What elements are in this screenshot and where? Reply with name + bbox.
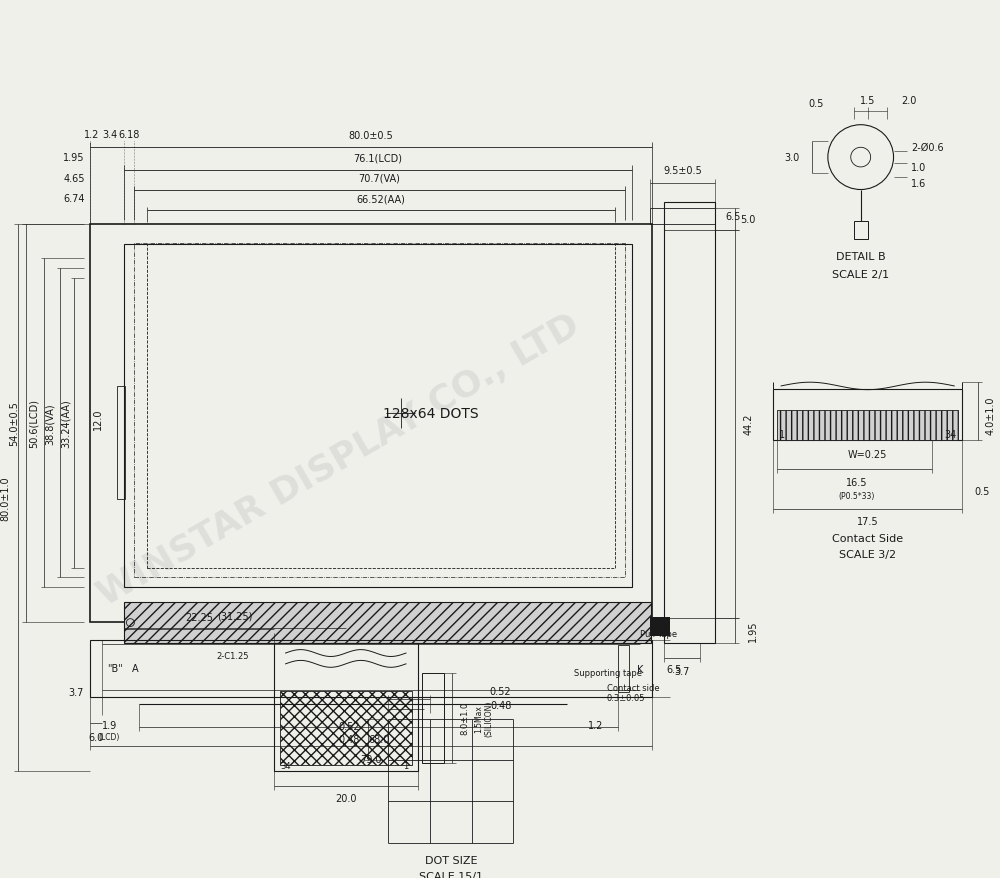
Text: DOT SIZE: DOT SIZE (425, 855, 477, 866)
Text: (P0.5*33): (P0.5*33) (838, 492, 875, 500)
Text: 80.0±0.5: 80.0±0.5 (348, 130, 393, 140)
Text: 2-Ø0.6: 2-Ø0.6 (911, 143, 944, 153)
Text: 3.7: 3.7 (674, 666, 689, 676)
Text: 0.48: 0.48 (339, 735, 360, 745)
Text: 1.0: 1.0 (911, 162, 927, 173)
Text: 20.0: 20.0 (335, 794, 357, 803)
Bar (90, 225, 652, 622)
Text: 0.52: 0.52 (339, 721, 360, 730)
Text: 80.0±1.0: 80.0±1.0 (0, 476, 10, 520)
Text: A: A (132, 663, 139, 673)
Text: 3.4: 3.4 (102, 129, 117, 140)
Text: 1.5Max
(SILICON): 1.5Max (SILICON) (474, 700, 493, 737)
Text: 70.7(VA): 70.7(VA) (359, 174, 401, 184)
Text: 17.5: 17.5 (857, 517, 878, 527)
Text: Contact Side: Contact Side (832, 534, 903, 543)
Bar (124, 244, 632, 587)
Text: 3.0: 3.0 (785, 153, 800, 163)
Text: WINSTAR DISPLAY CO., LTD: WINSTAR DISPLAY CO., LTD (92, 308, 585, 612)
Text: 38.8(VA): 38.8(VA) (45, 402, 55, 444)
Text: 1.95: 1.95 (63, 153, 85, 163)
Text: 12.0: 12.0 (93, 407, 103, 429)
Text: 33.24(AA): 33.24(AA) (61, 399, 71, 448)
Text: 1.2: 1.2 (588, 720, 604, 730)
Text: 6.18: 6.18 (119, 129, 140, 140)
Text: 6.0: 6.0 (88, 731, 103, 742)
Text: K: K (637, 664, 643, 674)
Text: 1.2: 1.2 (84, 129, 99, 140)
Text: 0.48: 0.48 (490, 701, 511, 710)
Text: 1.9: 1.9 (102, 720, 117, 730)
Text: 2.0: 2.0 (901, 96, 916, 106)
Text: W=0.25: W=0.25 (848, 450, 887, 459)
Text: Contact side
0.3±0.05: Contact side 0.3±0.05 (607, 683, 660, 702)
Text: 54.0±0.5: 54.0±0.5 (9, 401, 19, 446)
Bar (422, 673, 444, 763)
Text: 34: 34 (944, 429, 956, 440)
Bar (854, 221, 868, 240)
Text: 128x64 DOTS: 128x64 DOTS (383, 407, 478, 421)
Text: 76.1(LCD): 76.1(LCD) (354, 153, 403, 163)
Text: 4.65: 4.65 (63, 174, 85, 184)
Text: 3.7: 3.7 (68, 687, 84, 697)
Text: DETAIL B: DETAIL B (836, 252, 886, 262)
Text: 50.6(LCD): 50.6(LCD) (29, 399, 39, 448)
Text: 16.5: 16.5 (846, 478, 867, 487)
Text: SCALE 15/1: SCALE 15/1 (419, 871, 483, 878)
Text: (31.25): (31.25) (217, 611, 253, 621)
Text: "B": "B" (108, 663, 123, 673)
Bar (777, 411, 958, 441)
Text: 2-C1.25: 2-C1.25 (216, 651, 249, 659)
Text: (LCD): (LCD) (99, 732, 120, 741)
Text: 1: 1 (403, 761, 408, 771)
Text: Supporting tape: Supporting tape (574, 668, 642, 678)
Bar (117, 386, 125, 500)
Text: 6.5: 6.5 (666, 664, 681, 674)
Bar (664, 203, 715, 644)
Text: 0.5: 0.5 (808, 99, 824, 109)
Text: Pull Tape: Pull Tape (640, 630, 677, 638)
Text: 68.0: 68.0 (368, 735, 389, 745)
Bar (134, 243, 625, 578)
Text: 22.25: 22.25 (185, 612, 213, 622)
Text: 8.0±1.0: 8.0±1.0 (460, 702, 469, 735)
Bar (773, 390, 962, 441)
Text: 9.5±0.5: 9.5±0.5 (663, 166, 702, 176)
Text: 6.74: 6.74 (63, 194, 85, 204)
Bar (618, 645, 629, 693)
Bar (280, 691, 412, 765)
Text: 1.5: 1.5 (860, 96, 875, 106)
Text: 5.0: 5.0 (741, 215, 756, 225)
Bar (147, 244, 615, 568)
Text: 6.5: 6.5 (726, 212, 741, 222)
Text: 1: 1 (779, 429, 785, 440)
Text: 4.0±1.0: 4.0±1.0 (986, 396, 996, 434)
Text: 1.95: 1.95 (748, 620, 758, 642)
Text: 0.5: 0.5 (974, 486, 990, 496)
Text: 34: 34 (281, 761, 291, 771)
Text: SCALE 2/1: SCALE 2/1 (832, 270, 889, 280)
Text: 44.2: 44.2 (743, 414, 753, 435)
Text: 1.6: 1.6 (911, 178, 927, 189)
Bar (274, 644, 418, 771)
Bar (650, 209, 715, 225)
Text: SCALE 3/2: SCALE 3/2 (839, 550, 896, 559)
Text: 66.52(AA): 66.52(AA) (357, 194, 406, 204)
Bar (650, 617, 670, 637)
Bar (124, 602, 651, 644)
Bar (90, 641, 652, 697)
Text: 0.52: 0.52 (490, 687, 511, 696)
Text: 79.0: 79.0 (360, 754, 381, 764)
